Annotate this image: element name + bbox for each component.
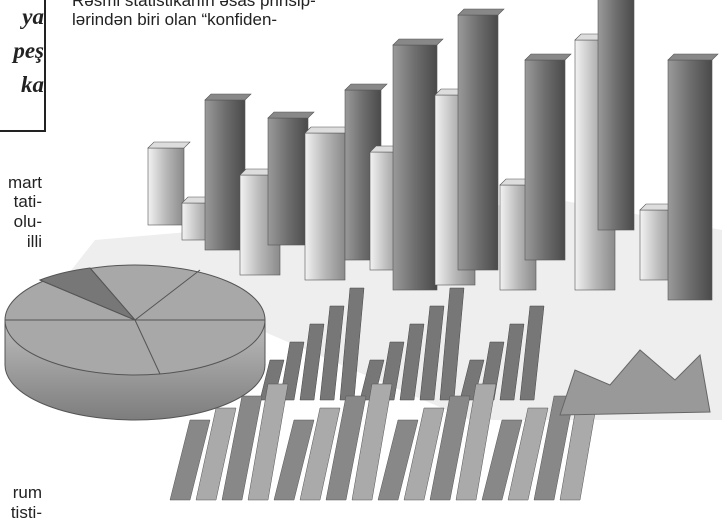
decor-stripe xyxy=(351,383,393,501)
decor-stripe xyxy=(429,395,471,501)
left-line: mart xyxy=(8,173,42,192)
header-line: ya xyxy=(22,4,44,29)
decor-bar xyxy=(147,147,185,226)
decor-stripe xyxy=(299,323,325,401)
decor-bar-top xyxy=(667,53,719,61)
decor-bar-top xyxy=(524,53,572,61)
decor-bar xyxy=(304,132,346,281)
left-line: rum xyxy=(12,483,42,502)
decor-stripe xyxy=(499,323,525,401)
decor-stripe xyxy=(519,305,545,401)
decor-stripe xyxy=(481,419,523,501)
decor-bar xyxy=(524,59,566,261)
decor-bar-top xyxy=(204,93,252,101)
column-line: Rəsmi statistikanın əsas prinsip- xyxy=(72,0,316,10)
decor-stripe xyxy=(325,395,367,501)
decor-bar-top xyxy=(267,111,315,119)
decor-bar-top xyxy=(457,8,505,16)
decor-area xyxy=(559,349,711,416)
decor-stripe xyxy=(455,383,497,501)
decor-stripe xyxy=(299,407,341,501)
header-line: peş xyxy=(13,38,44,63)
decor-stripe xyxy=(377,419,419,501)
decor-bar-top xyxy=(147,141,191,149)
decor-bar xyxy=(457,14,499,271)
decor-stripe xyxy=(195,407,237,501)
decor-stripe xyxy=(399,323,425,401)
header-box: ya peş ka xyxy=(0,0,46,132)
decor-pie-slice xyxy=(38,267,136,321)
decor-bar xyxy=(267,117,309,246)
header-line: ka xyxy=(21,72,44,97)
decor-stripe xyxy=(169,419,211,501)
decor-pie-slice xyxy=(134,269,201,321)
left-line: illi xyxy=(26,232,42,251)
decor-stripe xyxy=(221,395,263,501)
decor-pie-slice xyxy=(134,319,161,375)
left-line: tati- xyxy=(13,192,42,211)
decor-bar xyxy=(667,59,713,301)
decor-stripe xyxy=(419,305,445,401)
decor-stripe xyxy=(319,305,345,401)
decor-stripe xyxy=(247,383,289,501)
left-line: tisti- xyxy=(10,503,42,522)
decor-stripe xyxy=(273,419,315,501)
left-line: olu- xyxy=(13,212,42,231)
column-line: lərindən biri olan “konfiden- xyxy=(72,10,278,29)
decor-bar-top xyxy=(304,126,352,134)
decor-stripe xyxy=(403,407,445,501)
decor-bar-top xyxy=(392,38,444,46)
decor-stripe xyxy=(507,407,549,501)
decor-bar xyxy=(204,99,246,251)
decor-bar-top xyxy=(344,83,388,91)
decor-bar xyxy=(597,0,635,231)
decor-bar xyxy=(392,44,438,291)
